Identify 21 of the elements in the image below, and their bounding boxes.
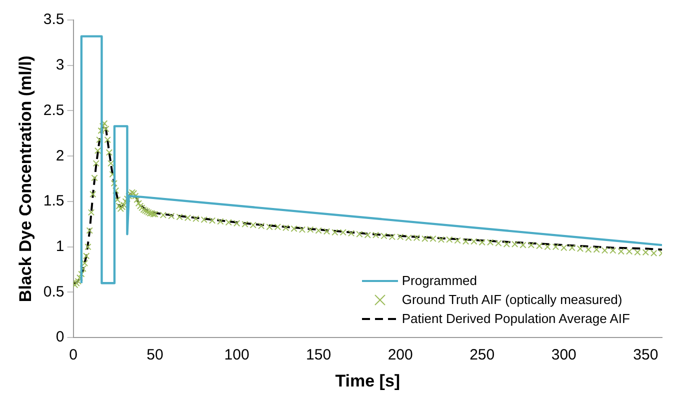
y-tick-label: 1.5 [43, 192, 64, 210]
y-axis-title: Black Dye Concentration (ml/l) [16, 56, 35, 302]
x-tick-label: 100 [224, 346, 250, 364]
x-tick-label: 350 [633, 346, 658, 364]
y-tick-label: 3 [56, 56, 64, 74]
x-tick-label: 250 [470, 346, 495, 364]
y-tick-label: 2 [56, 147, 64, 164]
x-tick-label: 300 [551, 346, 576, 364]
y-tick-label: 0 [56, 328, 64, 346]
x-tick-label: 0 [69, 346, 78, 364]
legend-label: Programmed [402, 272, 477, 290]
x-tick-label: 200 [388, 346, 413, 364]
y-tick-label: 2.5 [43, 102, 64, 119]
y-tick-label: 3.5 [43, 11, 64, 28]
legend-label: Patient Derived Population Average AIF [402, 310, 630, 328]
x-tick-label: 50 [146, 346, 164, 364]
y-tick-label: 1 [56, 238, 64, 255]
legend-label: Ground Truth AIF (optically measured) [402, 291, 622, 309]
y-tick-label: 0.5 [43, 283, 64, 300]
x-axis-title: Time [s] [335, 371, 400, 390]
x-tick-label: 150 [306, 346, 332, 364]
